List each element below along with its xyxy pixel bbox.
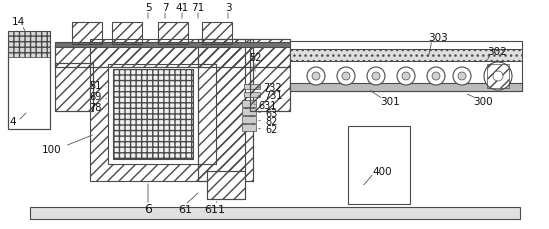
Bar: [55, 46, 295, 68]
Text: 69: 69: [89, 92, 101, 101]
Bar: [113, 70, 193, 159]
Bar: [198, 40, 253, 181]
Circle shape: [453, 68, 471, 86]
Circle shape: [484, 63, 512, 91]
Bar: [207, 171, 245, 199]
Text: 41: 41: [175, 3, 189, 13]
Bar: [290, 84, 522, 92]
Bar: [8, 50, 50, 129]
Bar: [244, 93, 260, 98]
Text: 732: 732: [264, 83, 282, 93]
Circle shape: [307, 68, 325, 86]
Bar: [158, 23, 188, 45]
Circle shape: [493, 72, 503, 82]
Text: 731: 731: [264, 91, 282, 101]
Bar: [112, 23, 142, 45]
Text: 303: 303: [428, 33, 448, 43]
Bar: [8, 32, 50, 129]
Bar: [290, 50, 522, 62]
Circle shape: [397, 68, 415, 86]
Bar: [242, 124, 256, 131]
Bar: [113, 70, 193, 159]
Bar: [290, 42, 522, 92]
Text: 301: 301: [380, 97, 400, 106]
Bar: [487, 65, 509, 89]
Bar: [242, 109, 256, 115]
Bar: [108, 65, 216, 164]
Bar: [202, 23, 232, 45]
Bar: [348, 126, 410, 204]
Bar: [207, 171, 245, 199]
Circle shape: [432, 73, 440, 81]
Circle shape: [427, 68, 445, 86]
Text: 51: 51: [89, 81, 101, 91]
Bar: [250, 40, 290, 112]
Text: 302: 302: [487, 47, 507, 57]
Text: 400: 400: [372, 166, 392, 176]
Bar: [242, 117, 256, 123]
Bar: [55, 43, 295, 48]
Bar: [72, 23, 102, 45]
Bar: [55, 64, 93, 112]
Bar: [198, 40, 253, 181]
Text: 3: 3: [225, 3, 231, 13]
Bar: [90, 40, 245, 181]
Text: 4: 4: [10, 117, 16, 126]
Text: 611: 611: [204, 204, 226, 214]
Text: 52: 52: [249, 53, 261, 63]
Circle shape: [312, 73, 320, 81]
Circle shape: [342, 73, 350, 81]
Bar: [290, 50, 522, 62]
Text: 5: 5: [145, 3, 152, 13]
Text: 14: 14: [12, 17, 25, 27]
Text: 6: 6: [144, 203, 152, 215]
Bar: [30, 207, 520, 219]
Circle shape: [372, 73, 380, 81]
Circle shape: [458, 73, 466, 81]
Circle shape: [337, 68, 355, 86]
Bar: [242, 101, 256, 108]
Text: 300: 300: [473, 97, 493, 106]
Text: 61: 61: [178, 204, 192, 214]
Bar: [250, 40, 290, 112]
Text: 62: 62: [266, 124, 278, 134]
Text: 100: 100: [42, 144, 62, 154]
Circle shape: [367, 68, 385, 86]
Text: 82: 82: [266, 117, 278, 126]
Text: 7: 7: [162, 3, 169, 13]
Bar: [8, 32, 50, 58]
Text: 631: 631: [259, 101, 277, 111]
Circle shape: [402, 73, 410, 81]
Bar: [244, 85, 260, 90]
Text: 63: 63: [266, 109, 278, 118]
Text: 78: 78: [89, 103, 101, 112]
Text: 71: 71: [192, 3, 205, 13]
Bar: [55, 64, 93, 112]
Bar: [55, 46, 295, 68]
